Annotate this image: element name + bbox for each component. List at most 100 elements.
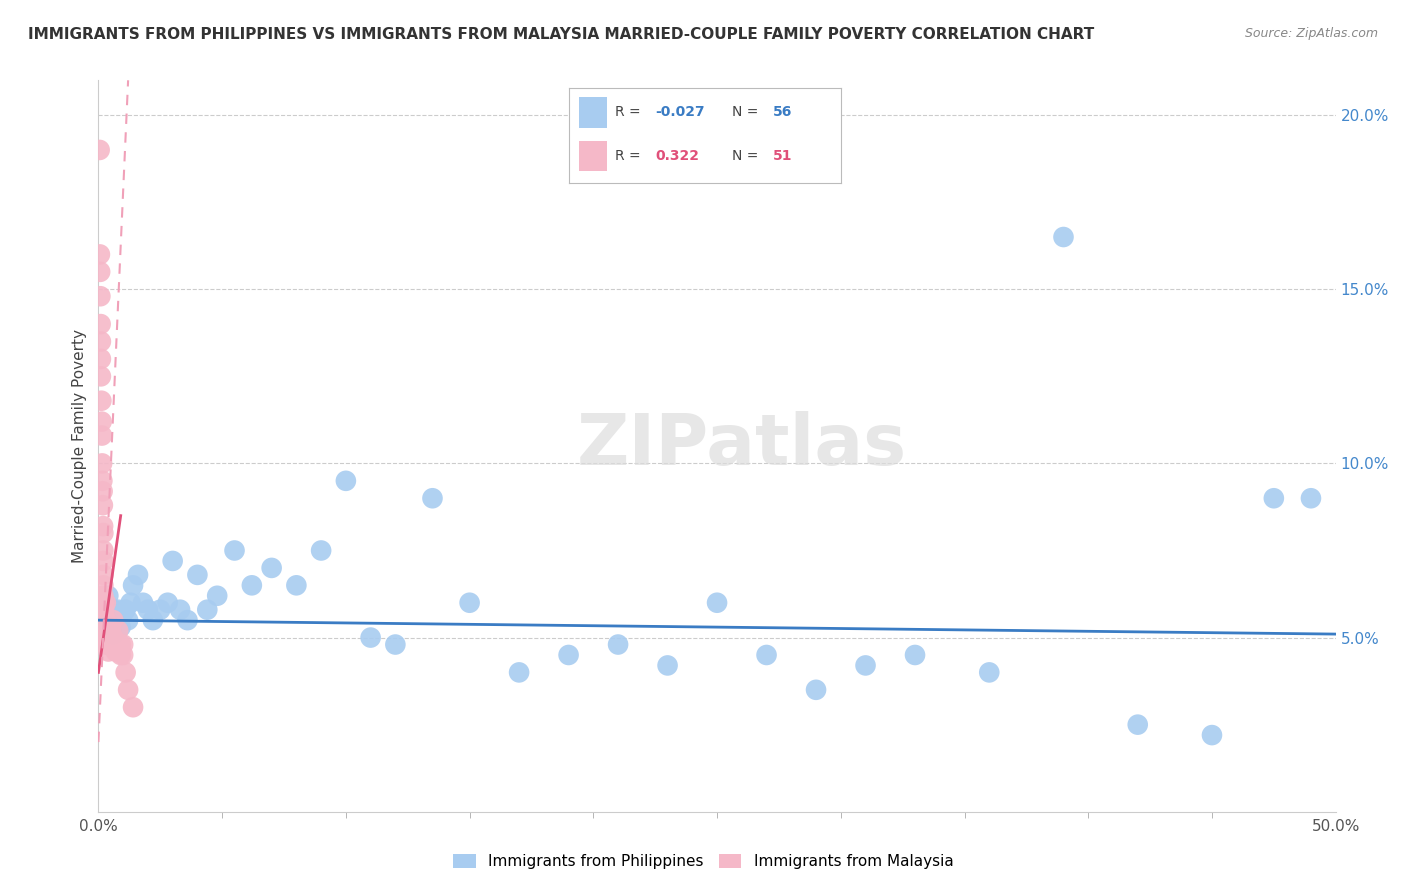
Point <box>309 543 332 558</box>
Point <box>904 648 927 662</box>
Point <box>94 613 117 627</box>
Point <box>107 603 129 617</box>
Point <box>607 638 630 652</box>
Point <box>122 700 145 714</box>
Point <box>103 603 125 617</box>
Point <box>93 554 115 568</box>
Point <box>90 317 112 331</box>
Point <box>110 620 132 634</box>
Point <box>1299 491 1322 506</box>
Point <box>103 627 125 641</box>
Point <box>104 644 127 658</box>
Point <box>93 603 115 617</box>
Point <box>97 644 120 658</box>
Point <box>112 648 135 662</box>
Point <box>335 474 357 488</box>
Point <box>114 665 136 680</box>
Point <box>93 596 115 610</box>
Point <box>104 606 127 620</box>
Point <box>89 247 111 261</box>
Point <box>142 613 165 627</box>
Point <box>89 289 111 303</box>
Point <box>1201 728 1223 742</box>
Point <box>91 474 114 488</box>
Point <box>90 369 112 384</box>
Point <box>91 457 114 471</box>
Point <box>557 648 579 662</box>
Point <box>1126 717 1149 731</box>
Point <box>117 682 139 697</box>
Point <box>103 613 125 627</box>
Text: ZIPatlas: ZIPatlas <box>576 411 907 481</box>
Point <box>107 638 129 652</box>
Point <box>706 596 728 610</box>
Point <box>384 638 406 652</box>
Point <box>104 638 127 652</box>
Point <box>422 491 444 506</box>
Point <box>90 393 112 408</box>
Point <box>100 609 122 624</box>
Point <box>1052 230 1074 244</box>
Point <box>112 638 135 652</box>
Point <box>458 596 481 610</box>
Y-axis label: Married-Couple Family Poverty: Married-Couple Family Poverty <box>72 329 87 563</box>
Point <box>979 665 1001 680</box>
Point <box>117 613 139 627</box>
Point <box>260 561 283 575</box>
Point <box>149 603 172 617</box>
Point <box>90 428 112 442</box>
Point <box>120 596 142 610</box>
Point <box>100 631 122 645</box>
Point <box>93 589 115 603</box>
Legend: Immigrants from Philippines, Immigrants from Malaysia: Immigrants from Philippines, Immigrants … <box>447 848 959 875</box>
Point <box>240 578 263 592</box>
Point <box>93 596 115 610</box>
Point <box>97 631 120 645</box>
Point <box>508 665 530 680</box>
Point <box>176 613 198 627</box>
Point <box>360 631 382 645</box>
Point <box>93 609 115 624</box>
Text: Source: ZipAtlas.com: Source: ZipAtlas.com <box>1244 27 1378 40</box>
Point <box>156 596 179 610</box>
Point <box>91 498 114 512</box>
Point <box>112 606 135 620</box>
Point <box>104 624 127 638</box>
Point <box>107 616 129 631</box>
Point <box>97 638 120 652</box>
Point <box>91 519 114 533</box>
Point <box>127 567 149 582</box>
Point <box>100 624 122 638</box>
Point <box>804 682 827 697</box>
Point <box>110 638 132 652</box>
Point <box>657 658 679 673</box>
Point <box>89 143 111 157</box>
Point <box>755 648 778 662</box>
Point <box>1263 491 1285 506</box>
Point <box>94 638 117 652</box>
Point <box>91 484 114 499</box>
Point <box>136 603 159 617</box>
Point <box>93 567 115 582</box>
Point <box>94 624 117 638</box>
Point <box>107 624 129 638</box>
Point <box>186 567 208 582</box>
Point <box>122 578 145 592</box>
Point <box>114 603 136 617</box>
Point <box>103 631 125 645</box>
Point <box>103 613 125 627</box>
Point <box>97 624 120 638</box>
Point <box>90 415 112 429</box>
Point <box>93 578 115 592</box>
Point <box>162 554 184 568</box>
Point <box>110 648 132 662</box>
Point <box>100 620 122 634</box>
Point <box>97 603 120 617</box>
Point <box>90 351 112 366</box>
Point <box>169 603 191 617</box>
Point <box>855 658 877 673</box>
Point <box>94 631 117 645</box>
Point <box>100 638 122 652</box>
Point <box>93 543 115 558</box>
Point <box>132 596 155 610</box>
